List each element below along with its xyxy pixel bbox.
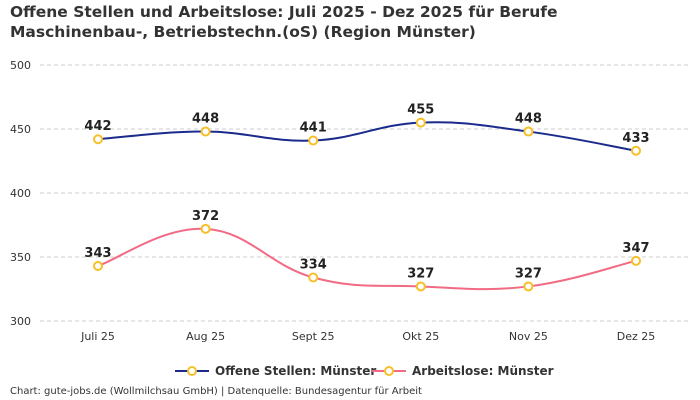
x-tick-label: Sept 25 bbox=[292, 330, 335, 343]
data-point[interactable] bbox=[308, 135, 319, 146]
data-point[interactable] bbox=[523, 281, 534, 292]
data-label: 448 bbox=[515, 112, 542, 127]
legend-label[interactable]: Arbeitslose: Münster bbox=[412, 364, 554, 378]
data-point[interactable] bbox=[415, 117, 426, 128]
series-line bbox=[97, 121, 637, 152]
chart-title: Offene Stellen und Arbeitslose: Juli 202… bbox=[10, 3, 558, 41]
data-point[interactable] bbox=[308, 272, 319, 283]
y-tick-label: 500 bbox=[10, 59, 31, 72]
data-point[interactable] bbox=[93, 260, 103, 271]
x-tick-label: Dez 25 bbox=[617, 330, 656, 343]
data-point[interactable] bbox=[200, 126, 211, 137]
data-point[interactable] bbox=[93, 134, 103, 145]
data-label: 334 bbox=[300, 257, 327, 272]
legend-marker bbox=[187, 366, 197, 376]
data-point[interactable] bbox=[523, 126, 534, 137]
data-point[interactable] bbox=[200, 223, 211, 234]
x-tick-label: Aug 25 bbox=[186, 330, 225, 343]
data-label: 455 bbox=[407, 103, 434, 118]
data-label: 448 bbox=[192, 112, 219, 127]
data-label: 441 bbox=[300, 121, 327, 136]
data-label: 372 bbox=[192, 209, 219, 224]
data-label: 327 bbox=[515, 266, 542, 281]
data-point[interactable] bbox=[415, 281, 426, 292]
data-point[interactable] bbox=[631, 255, 641, 266]
data-label: 343 bbox=[84, 246, 111, 261]
data-label: 442 bbox=[84, 119, 111, 134]
data-label: 433 bbox=[622, 131, 649, 146]
legend-marker bbox=[384, 366, 394, 376]
legend-label[interactable]: Offene Stellen: Münster bbox=[215, 364, 376, 378]
y-tick-label: 350 bbox=[10, 251, 31, 264]
y-tick-label: 400 bbox=[10, 187, 31, 200]
y-tick-label: 300 bbox=[10, 315, 31, 328]
chart-footer: Chart: gute-jobs.de (Wollmilchsau GmbH) … bbox=[10, 386, 422, 397]
x-tick-label: Nov 25 bbox=[509, 330, 548, 343]
x-tick-label: Juli 25 bbox=[80, 330, 115, 343]
y-tick-label: 450 bbox=[10, 123, 31, 136]
series-line bbox=[97, 227, 637, 291]
data-point[interactable] bbox=[631, 145, 641, 156]
x-tick-label: Okt 25 bbox=[402, 330, 439, 343]
data-label: 347 bbox=[622, 241, 649, 256]
data-label: 327 bbox=[407, 266, 434, 281]
